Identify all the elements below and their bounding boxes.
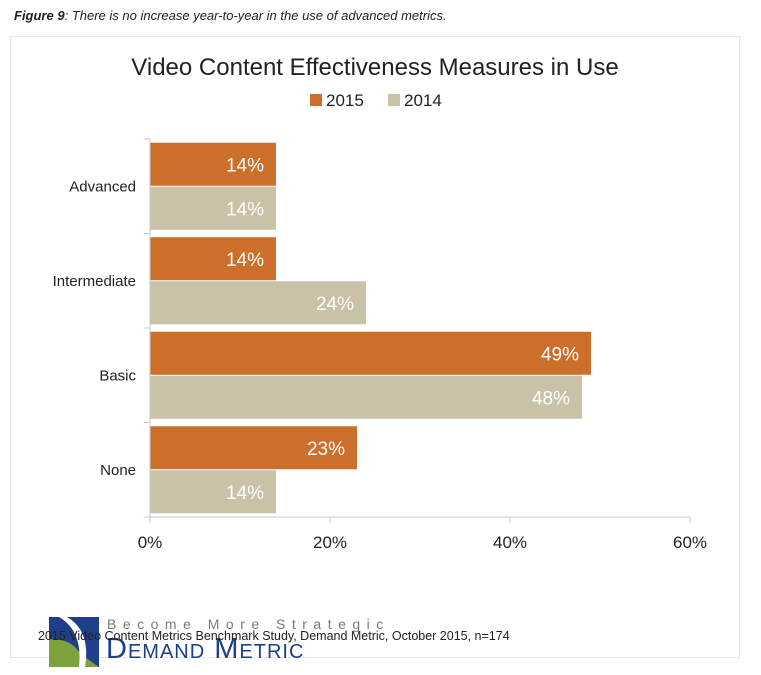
data-label: 14% — [226, 155, 264, 176]
data-label: 23% — [307, 439, 345, 460]
bar-2015 — [150, 331, 591, 375]
chart-axes: 0% 20% 40% 60% — [138, 138, 707, 552]
x-tick-label: 40% — [493, 533, 527, 552]
chart-panel: Video Content Effectiveness Measures in … — [10, 36, 740, 667]
category-label: None — [100, 462, 136, 479]
bar-2015 — [150, 426, 357, 470]
data-label: 14% — [226, 250, 264, 271]
bar-2014 — [150, 375, 582, 419]
bar-2015 — [150, 237, 276, 281]
legend-swatch-2015 — [310, 94, 322, 106]
category-label: Advanced — [69, 178, 136, 195]
chart-title: Video Content Effectiveness Measures in … — [131, 54, 618, 81]
brand-block: Become More Strategic Demand Metric — [49, 615, 509, 671]
brand-tagline: Become More Strategic — [107, 616, 390, 632]
x-tick-label: 20% — [313, 533, 347, 552]
figure-label: Figure 9 — [14, 8, 65, 23]
source-note: 2015 Video Content Metrics Benchmark Stu… — [38, 629, 510, 643]
x-tick-label: 60% — [673, 533, 707, 552]
data-label: 48% — [532, 388, 570, 409]
figure-caption: Figure 9: There is no increase year-to-y… — [14, 8, 447, 23]
bar-group: Advanced 14% 14% Intermediate 14% 24% Basic 49%… — [53, 142, 591, 514]
legend-label-2015: 2015 — [326, 91, 364, 110]
category-label: Intermediate — [53, 273, 136, 290]
bar-2015 — [150, 142, 276, 186]
data-label: 14% — [226, 483, 264, 504]
bar-2014 — [150, 186, 276, 230]
bar-chart: Video Content Effectiveness Measures in … — [53, 54, 707, 552]
brand-name: Demand Metric — [106, 633, 305, 665]
bar-2014 — [150, 470, 276, 514]
legend-label-2014: 2014 — [404, 91, 442, 110]
data-label: 49% — [541, 344, 579, 365]
data-label: 24% — [316, 294, 354, 315]
figure-caption-text: : There is no increase year-to-year in t… — [64, 8, 447, 23]
chart-legend: 2015 2014 — [310, 91, 442, 110]
legend-swatch-2014 — [388, 94, 400, 106]
category-label: Basic — [99, 367, 136, 384]
x-tick-label: 0% — [138, 533, 163, 552]
bar-2014 — [150, 281, 366, 325]
demand-metric-logo-icon — [49, 617, 99, 667]
data-label: 14% — [226, 199, 264, 220]
